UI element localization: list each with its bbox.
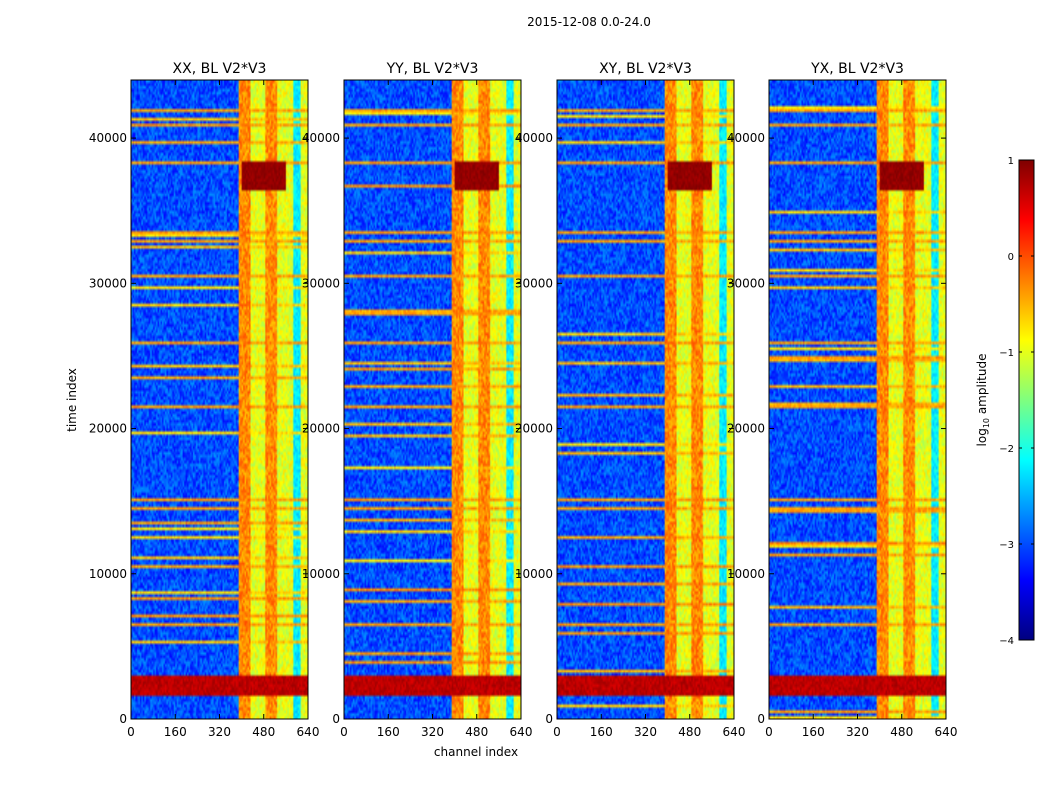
colorbar-tick-label: −3 <box>999 540 1014 551</box>
y-tick-label: 10000 <box>515 567 553 581</box>
panel-title: XY, BL V2*V3 <box>599 61 692 77</box>
x-tick-label: 320 <box>421 725 444 739</box>
heatmap-image-xy <box>557 80 734 719</box>
x-tick-label: 640 <box>297 725 320 739</box>
y-tick-label: 20000 <box>515 422 553 436</box>
panel-title: YY, BL V2*V3 <box>386 61 479 77</box>
colorbar-tick-label: −2 <box>999 444 1014 455</box>
y-tick-label: 20000 <box>727 422 765 436</box>
heatmap-image-yx <box>769 80 946 719</box>
colorbar-tick-label: 0 <box>1008 252 1014 263</box>
y-tick-label: 30000 <box>302 276 340 290</box>
x-axis-label: channel index <box>434 745 518 759</box>
x-tick-label: 320 <box>634 725 657 739</box>
x-tick-label: 160 <box>164 725 187 739</box>
y-tick-label: 0 <box>757 712 765 726</box>
panel-title: XX, BL V2*V3 <box>173 61 267 77</box>
figure-suptitle: 2015-12-08 0.0-24.0 <box>527 15 651 29</box>
x-tick-label: 640 <box>935 725 958 739</box>
x-tick-label: 0 <box>765 725 773 739</box>
x-tick-label: 480 <box>252 725 275 739</box>
panel-yy: YY, BL V2*V3 0 160 320 480 640 0 10000 20000 3000… <box>302 61 533 739</box>
x-tick-label: 640 <box>723 725 746 739</box>
x-tick-label: 160 <box>590 725 613 739</box>
colorbar: 1 0 −1 −2 −3 −4 log10 amplitude <box>975 156 1035 647</box>
panel-yx: YX, BL V2*V3 0 160 320 480 640 0 10000 20000 3000… <box>727 61 958 739</box>
y-tick-label: 20000 <box>302 422 340 436</box>
y-axis-label: time index <box>65 368 79 432</box>
y-tick-label: 30000 <box>89 276 127 290</box>
colorbar-gradient <box>1018 159 1035 641</box>
y-tick-label: 10000 <box>302 567 340 581</box>
x-tick-label: 0 <box>340 725 348 739</box>
heatmap-image-yy <box>344 80 521 719</box>
y-tick-label: 30000 <box>515 276 553 290</box>
y-tick-label: 30000 <box>727 276 765 290</box>
x-tick-label: 640 <box>510 725 533 739</box>
colorbar-tick-label: −1 <box>999 348 1014 359</box>
x-tick-label: 480 <box>465 725 488 739</box>
y-tick-label: 40000 <box>515 131 553 145</box>
panels: XX, BL V2*V3 0 160 320 480 640 0 10000 20000 3000… <box>89 61 958 739</box>
y-tick-label: 40000 <box>727 131 765 145</box>
x-tick-label: 0 <box>553 725 561 739</box>
x-tick-label: 320 <box>846 725 869 739</box>
x-tick-label: 480 <box>890 725 913 739</box>
x-tick-label: 320 <box>208 725 231 739</box>
panel-title: YX, BL V2*V3 <box>810 61 904 77</box>
panel-xy: XY, BL V2*V3 0 160 320 480 640 0 10000 20000 3000… <box>515 61 746 739</box>
y-tick-label: 20000 <box>89 422 127 436</box>
colorbar-label: log10 amplitude <box>975 354 991 447</box>
y-tick-label: 40000 <box>89 131 127 145</box>
y-tick-label: 0 <box>332 712 340 726</box>
x-tick-label: 160 <box>377 725 400 739</box>
y-tick-label: 0 <box>119 712 127 726</box>
panel-xx: XX, BL V2*V3 0 160 320 480 640 0 10000 20000 3000… <box>89 61 320 739</box>
y-tick-label: 10000 <box>89 567 127 581</box>
y-tick-label: 0 <box>545 712 553 726</box>
heatmap-image-xx <box>131 80 308 719</box>
colorbar-tick-label: −4 <box>999 636 1014 647</box>
y-tick-label: 10000 <box>727 567 765 581</box>
x-tick-label: 160 <box>802 725 825 739</box>
x-tick-label: 0 <box>127 725 135 739</box>
y-tick-label: 40000 <box>302 131 340 145</box>
colorbar-tick-label: 1 <box>1008 156 1014 167</box>
x-tick-label: 480 <box>678 725 701 739</box>
